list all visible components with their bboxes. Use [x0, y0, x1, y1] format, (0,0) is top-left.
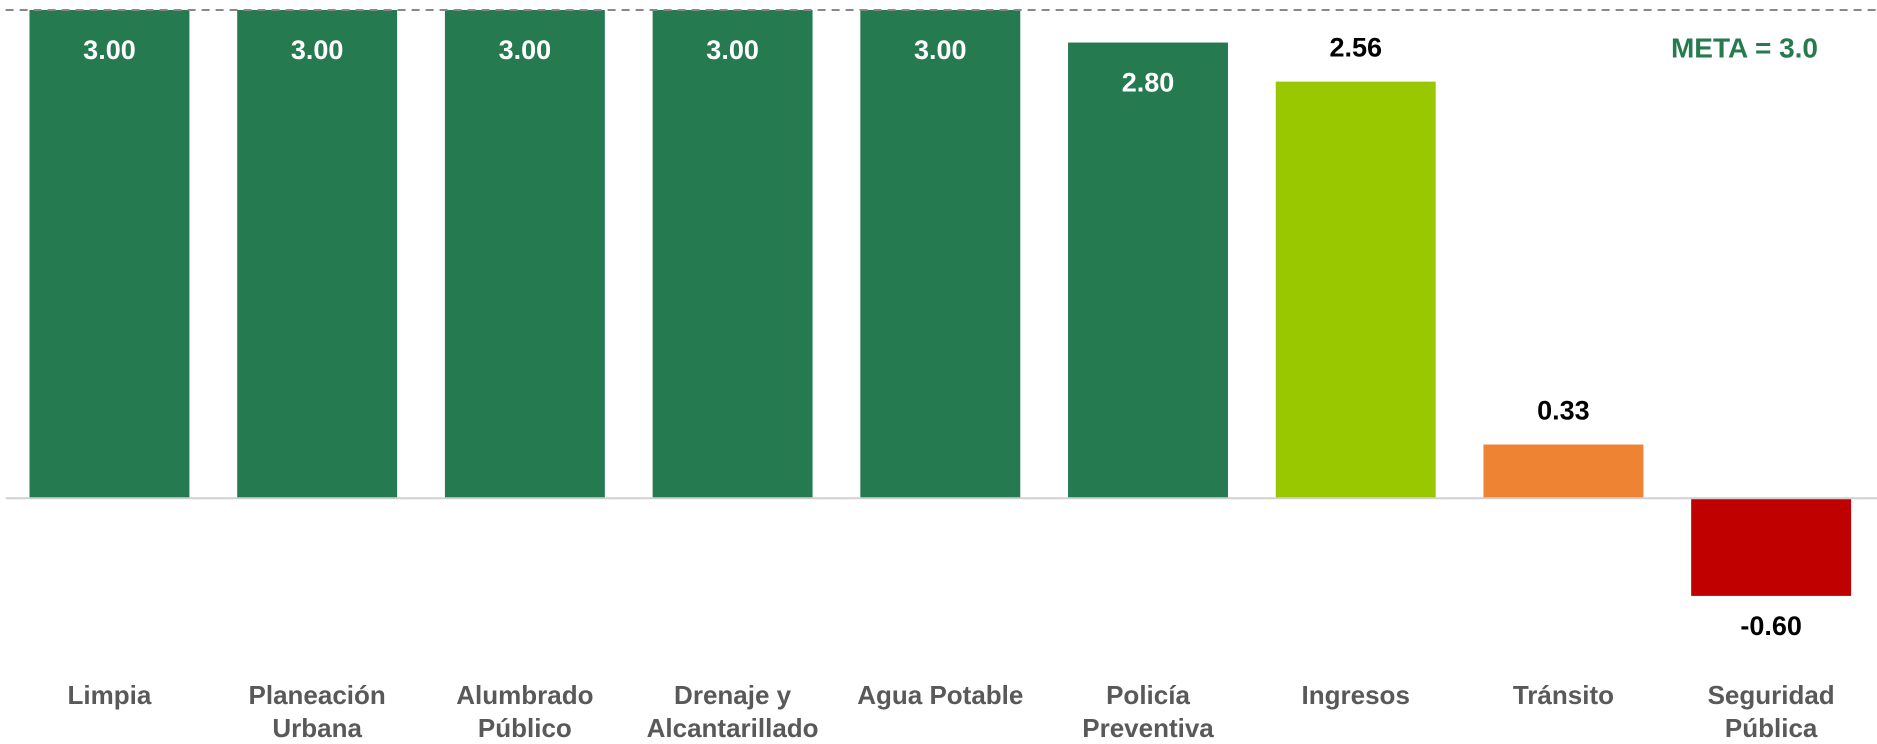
value-label: 2.56: [1329, 33, 1382, 63]
x-tick-label: Tránsito: [1513, 680, 1614, 710]
value-label: -0.60: [1740, 611, 1802, 641]
x-tick-label: Urbana: [272, 713, 362, 743]
x-tick-label: Público: [478, 713, 572, 743]
bar: [1275, 81, 1436, 499]
x-tick-label: Planeación: [249, 680, 386, 710]
x-tick-label: Ingresos: [1302, 680, 1410, 710]
value-label: 3.00: [291, 35, 344, 65]
x-tick-label: Drenaje y: [674, 680, 792, 710]
bar: [1068, 42, 1228, 499]
x-tick-label: Limpia: [68, 680, 152, 710]
bar: [1691, 498, 1852, 596]
x-tick-label: Policía: [1106, 680, 1190, 710]
x-tick-label: Pública: [1725, 713, 1818, 743]
bar: [237, 10, 398, 499]
x-tick-label: Alcantarillado: [647, 713, 819, 743]
x-tick-label: Preventiva: [1082, 713, 1214, 743]
bar: [29, 10, 190, 499]
x-tick-label: Agua Potable: [857, 680, 1023, 710]
value-label: 3.00: [706, 35, 759, 65]
reference-label: META = 3.0: [1671, 32, 1818, 63]
value-label: 0.33: [1537, 396, 1590, 426]
value-label: 3.00: [499, 35, 552, 65]
bar: [444, 10, 605, 499]
bar: [652, 10, 813, 499]
x-tick-label: Seguridad: [1708, 680, 1835, 710]
bar: [1483, 444, 1644, 499]
value-label: 3.00: [83, 35, 136, 65]
bar: [860, 10, 1021, 499]
value-label: 2.80: [1122, 68, 1175, 98]
value-label: 3.00: [914, 35, 967, 65]
x-tick-label: Alumbrado: [456, 680, 593, 710]
